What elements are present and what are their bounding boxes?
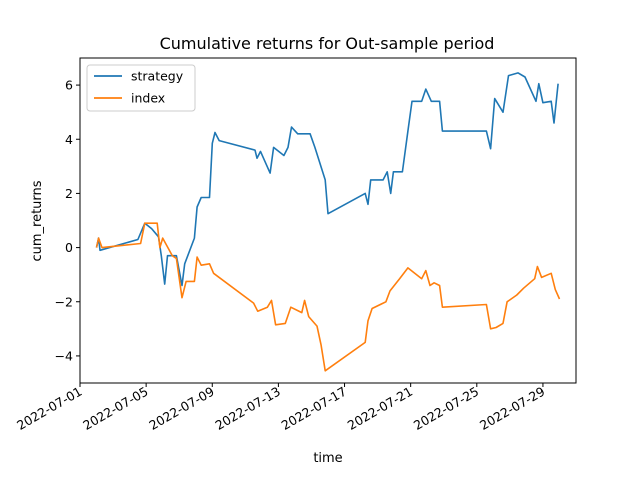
x-tick-label: 2022-07-29 xyxy=(477,384,547,433)
plot-frame xyxy=(79,57,577,384)
x-axis: 2022-07-012022-07-052022-07-092022-07-13… xyxy=(14,383,547,433)
x-tick-label: 2022-07-17 xyxy=(279,384,349,433)
x-tick-label: 2022-07-01 xyxy=(14,384,84,433)
y-tick-label: −4 xyxy=(55,348,73,363)
y-axis-label: cum_returns xyxy=(30,180,45,261)
legend-label-index: index xyxy=(131,91,165,106)
x-tick-label: 2022-07-05 xyxy=(80,384,150,433)
series-layer xyxy=(95,72,561,372)
x-tick-label: 2022-07-21 xyxy=(345,384,415,433)
y-tick-label: 6 xyxy=(65,78,73,93)
x-tick-label: 2022-07-25 xyxy=(411,384,481,433)
y-tick-label: 0 xyxy=(65,240,73,255)
x-tick-label: 2022-07-13 xyxy=(212,384,282,433)
y-tick-label: 2 xyxy=(65,186,73,201)
legend-label-strategy: strategy xyxy=(131,69,184,84)
x-tick-label: 2022-07-09 xyxy=(146,384,216,433)
y-axis: −4 −2 0 2 4 6 xyxy=(55,78,80,363)
series-line-strategy xyxy=(95,72,559,287)
y-tick-label: 4 xyxy=(65,132,73,147)
legend: strategy index xyxy=(86,64,196,112)
x-axis-label: time xyxy=(313,451,342,466)
series-line-index xyxy=(95,222,561,372)
y-tick-label: −2 xyxy=(55,294,73,309)
chart-title: Cumulative returns for Out-sample period xyxy=(160,34,495,53)
